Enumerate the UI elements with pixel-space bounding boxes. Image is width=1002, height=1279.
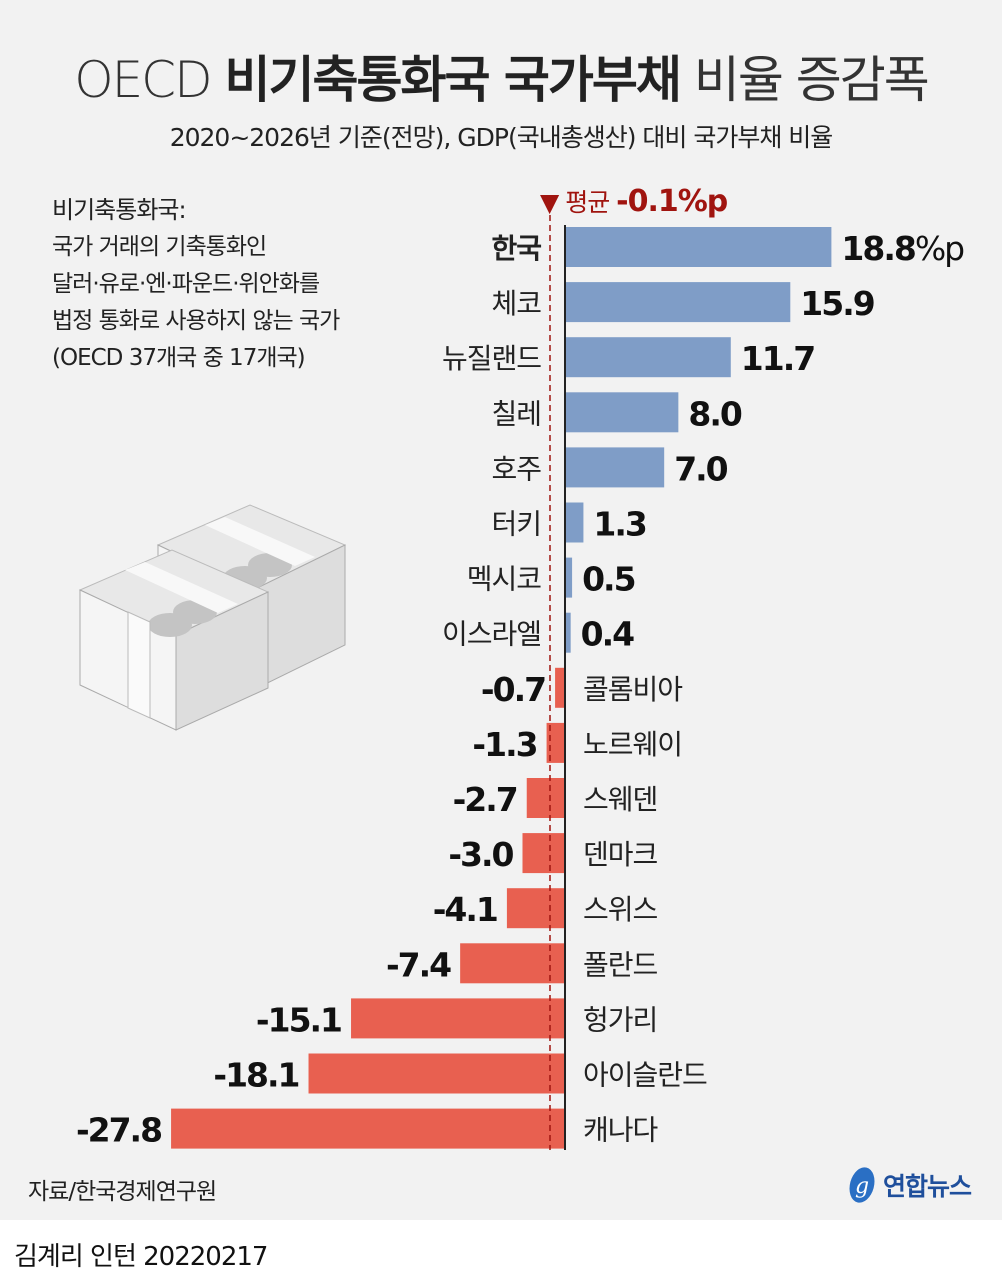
- title-suffix: 비율 증감폭: [693, 51, 930, 109]
- category-label: 뉴질랜드: [442, 342, 541, 375]
- bar-스위스: [506, 888, 565, 929]
- category-label: 이스라엘: [442, 618, 541, 651]
- value-label: 8.0: [688, 394, 741, 433]
- value-label: 0.5: [582, 560, 634, 599]
- yonhap-logo-icon: g: [849, 1167, 875, 1203]
- bar-뉴질랜드: [565, 337, 731, 378]
- value-label: 7.0: [674, 449, 727, 488]
- category-label: 덴마크: [583, 838, 658, 871]
- logo-text: 연합뉴스: [883, 1172, 972, 1201]
- bar-멕시코: [565, 557, 573, 598]
- yonhap-logo: g 연합뉴스: [845, 1165, 972, 1205]
- definition-note: 비기축통화국: 국가 거래의 기축통화인 달러·유로·엔·파운드·위안화를 법정…: [52, 192, 340, 377]
- bar-터키: [565, 502, 584, 543]
- category-label: 스위스: [583, 893, 658, 926]
- category-label: 터키: [491, 508, 541, 541]
- category-label: 캐나다: [583, 1114, 658, 1147]
- category-label: 노르웨이: [583, 728, 682, 761]
- category-label: 칠레: [491, 397, 541, 430]
- bar-chart: 한국 18.8%p 체코 15.9 뉴질랜드 11.7 칠레 8.0 호주 7.0 터키 1.3 멕시코…: [76, 205, 966, 1150]
- bar-덴마크: [522, 833, 565, 874]
- category-label: 콜롬비아: [583, 673, 682, 706]
- value-label: 0.4: [581, 615, 634, 654]
- chart-subtitle: 2020~2026년 기준(전망), GDP(국내총생산) 대비 국가부채 비율: [169, 123, 834, 152]
- category-label: 헝가리: [583, 1003, 657, 1036]
- value-label: 15.9: [800, 284, 873, 323]
- note-line: 달러·유로·엔·파운드·위안화를: [52, 271, 320, 297]
- bar-한국: [565, 227, 832, 267]
- title-bold: 비기축통화국 국가부채: [224, 51, 682, 109]
- bar-폴란드: [460, 943, 565, 984]
- value-label: 1.3: [593, 505, 645, 544]
- chart-title: OECD 비기축통화국 국가부채 비율 증감폭: [0, 40, 1002, 112]
- category-label: 한국: [491, 232, 541, 265]
- credit: 김계리 인턴 20220217: [14, 1242, 268, 1272]
- note-line: 국가 거래의 기축통화인: [52, 234, 267, 260]
- average-value: -0.1%p: [616, 184, 728, 219]
- average-marker-icon: ▼: [540, 188, 559, 217]
- bar-칠레: [565, 392, 679, 433]
- category-label: 호주: [491, 452, 541, 485]
- svg-text:g: g: [855, 1174, 869, 1199]
- bar-아이슬란드: [308, 1053, 565, 1094]
- value-label: -2.7: [453, 780, 517, 819]
- average-text: 평균: [565, 188, 610, 217]
- value-label: -18.1: [213, 1056, 298, 1095]
- bar-스웨덴: [526, 778, 565, 818]
- bar-노르웨이: [546, 722, 565, 763]
- category-label: 폴란드: [583, 948, 658, 981]
- bar-헝가리: [351, 998, 565, 1039]
- category-label: 스웨덴: [583, 783, 657, 816]
- value-label: 18.8%p: [841, 229, 964, 268]
- note-line: 법정 통화로 사용하지 않는 국가: [52, 308, 340, 334]
- category-label: 체코: [491, 287, 541, 320]
- money-illustration-icon: [78, 504, 347, 731]
- value-label: -27.8: [76, 1111, 161, 1150]
- average-label: ▼ 평균 -0.1%p: [540, 183, 728, 219]
- value-label: -3.0: [448, 835, 513, 874]
- bar-이스라엘: [565, 612, 571, 653]
- bar-호주: [565, 447, 665, 488]
- value-label: -1.3: [472, 725, 536, 764]
- bar-캐나다: [171, 1108, 565, 1149]
- value-label: -0.7: [481, 670, 545, 709]
- category-label: 아이슬란드: [583, 1059, 707, 1092]
- value-label: 11.7: [741, 339, 814, 378]
- value-label: -15.1: [256, 1000, 341, 1039]
- note-heading: 비기축통화국:: [52, 196, 187, 224]
- value-label: -7.4: [386, 945, 451, 984]
- value-label: -4.1: [433, 890, 497, 929]
- title-prefix: OECD: [74, 51, 212, 109]
- bar-콜롬비아: [555, 667, 565, 708]
- note-line: (OECD 37개국 중 17개국): [52, 345, 306, 371]
- bar-체코: [565, 282, 791, 323]
- category-label: 멕시코: [467, 563, 542, 596]
- source: 자료/한국경제연구원: [28, 1179, 217, 1205]
